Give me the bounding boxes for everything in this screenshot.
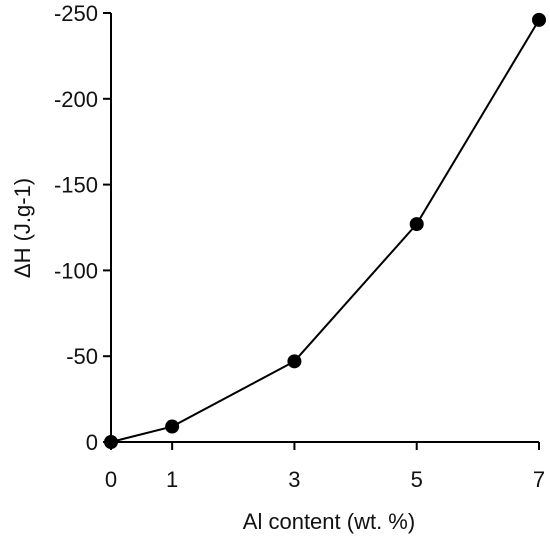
x-axis-title: Al content (wt. %) [243,509,415,534]
y-axis-title: ΔH (J.g-1) [10,178,35,278]
y-tick-label: -250 [54,1,98,26]
y-tick-label: -100 [54,258,98,283]
x-tick-label: 7 [533,467,545,492]
y-tick-label: 0 [86,430,98,455]
data-point [104,435,118,449]
data-point [165,419,180,434]
data-point [409,217,424,232]
data-point [287,354,302,369]
x-tick-label: 1 [166,467,178,492]
y-tick-label: -200 [54,87,98,112]
x-tick-label: 3 [288,467,300,492]
x-tick-label: 5 [411,467,423,492]
plot-area: 0 -50 -100 -150 -200 -250 0 1 3 5 7 [54,1,546,492]
x-tick-label: 0 [105,467,117,492]
series-line [110,19,540,443]
data-point [532,12,546,27]
y-tick-label: -50 [66,344,98,369]
y-tick-label: -150 [54,173,98,198]
